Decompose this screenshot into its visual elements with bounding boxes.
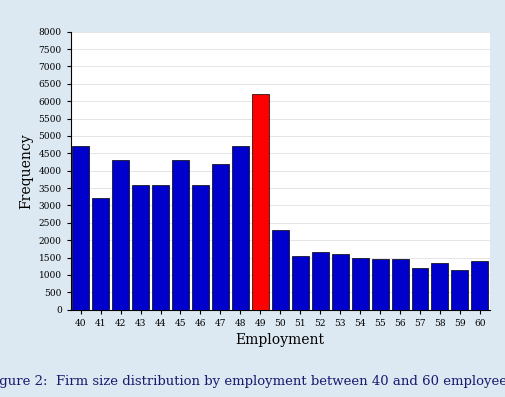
Bar — [132, 185, 149, 310]
Bar — [192, 185, 209, 310]
X-axis label: Employment: Employment — [236, 333, 325, 347]
Y-axis label: Frequency: Frequency — [19, 133, 33, 208]
Bar — [212, 164, 229, 310]
Bar — [412, 268, 428, 310]
Bar — [232, 146, 249, 310]
Bar — [451, 270, 469, 310]
Bar — [471, 261, 488, 310]
Bar — [152, 185, 169, 310]
Bar — [72, 146, 89, 310]
Bar — [312, 252, 329, 310]
Bar — [252, 94, 269, 310]
Bar — [112, 160, 129, 310]
Bar — [332, 254, 348, 310]
Bar — [292, 256, 309, 310]
Bar — [351, 258, 369, 310]
Bar — [272, 230, 289, 310]
Bar — [92, 198, 109, 310]
Text: Figure 2:  Firm size distribution by employment between 40 and 60 employees.: Figure 2: Firm size distribution by empl… — [0, 375, 505, 387]
Bar — [431, 263, 448, 310]
Bar — [372, 259, 388, 310]
Bar — [172, 160, 189, 310]
Bar — [391, 259, 409, 310]
